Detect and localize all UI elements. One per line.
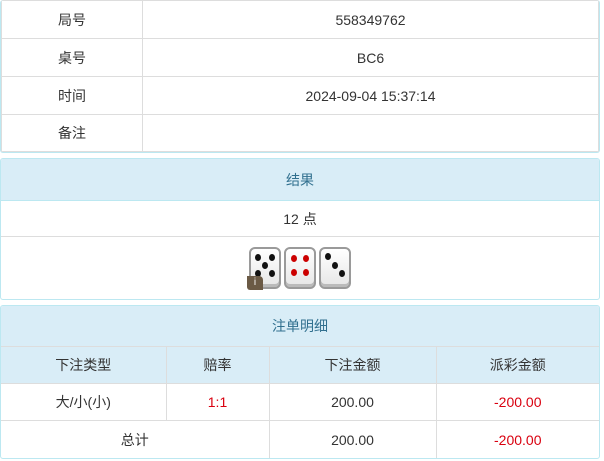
time: 2024-09-04 15:37:14 [142, 76, 599, 115]
die-pip [269, 270, 275, 278]
info-icon[interactable]: i [247, 276, 263, 290]
col-amount: 下注金额 [268, 346, 437, 384]
round-no: 558349762 [142, 0, 599, 39]
label-remark: 备注 [1, 114, 143, 152]
die-pip [303, 269, 310, 277]
col-odds: 赔率 [165, 346, 270, 384]
dice-row [1, 237, 599, 299]
round-info-panel: 局号 558349762 桌号 BC6 时间 2024-09-04 15:37:14 … [0, 0, 600, 153]
total-payout: -200.00 [435, 420, 599, 458]
remark [142, 114, 599, 152]
die-pip [262, 262, 268, 270]
odds: 1:1 [165, 383, 270, 421]
total-label: 总计 [1, 420, 270, 458]
die-pip [255, 270, 261, 278]
die-4 [284, 247, 316, 289]
result-points: 12 点 [1, 201, 599, 237]
die-pip [255, 254, 261, 262]
payout: -200.00 [435, 383, 599, 421]
die-pip [269, 254, 275, 262]
die-3 [319, 247, 351, 289]
result-panel: 结果 12 点 [0, 158, 600, 300]
die-pip [325, 253, 331, 261]
col-payout: 派彩金额 [435, 346, 599, 384]
label-table-no: 桌号 [1, 38, 143, 77]
bet-type: 大/小(小) [1, 383, 167, 421]
label-time: 时间 [1, 76, 143, 115]
bet-details-panel: 注单明细 下注类型 赔率 下注金额 派彩金额 大/小(小) 1:1 200.00… [0, 305, 600, 459]
col-bet-type: 下注类型 [1, 346, 167, 384]
table-no: BC6 [142, 38, 599, 77]
die-pip [290, 255, 297, 263]
bet-details-title: 注单明细 [1, 306, 599, 347]
bet-amount: 200.00 [268, 383, 437, 421]
die-pip [303, 255, 310, 263]
die-pip [339, 269, 345, 277]
result-title: 结果 [1, 159, 599, 201]
table-row: 大/小(小) 1:1 200.00 -200.00 [1, 383, 599, 421]
label-round-no: 局号 [1, 0, 143, 39]
total-row: 总计 200.00 -200.00 [1, 420, 599, 458]
die-pip [290, 269, 297, 277]
die-pip [332, 261, 338, 269]
total-amount: 200.00 [268, 420, 437, 458]
